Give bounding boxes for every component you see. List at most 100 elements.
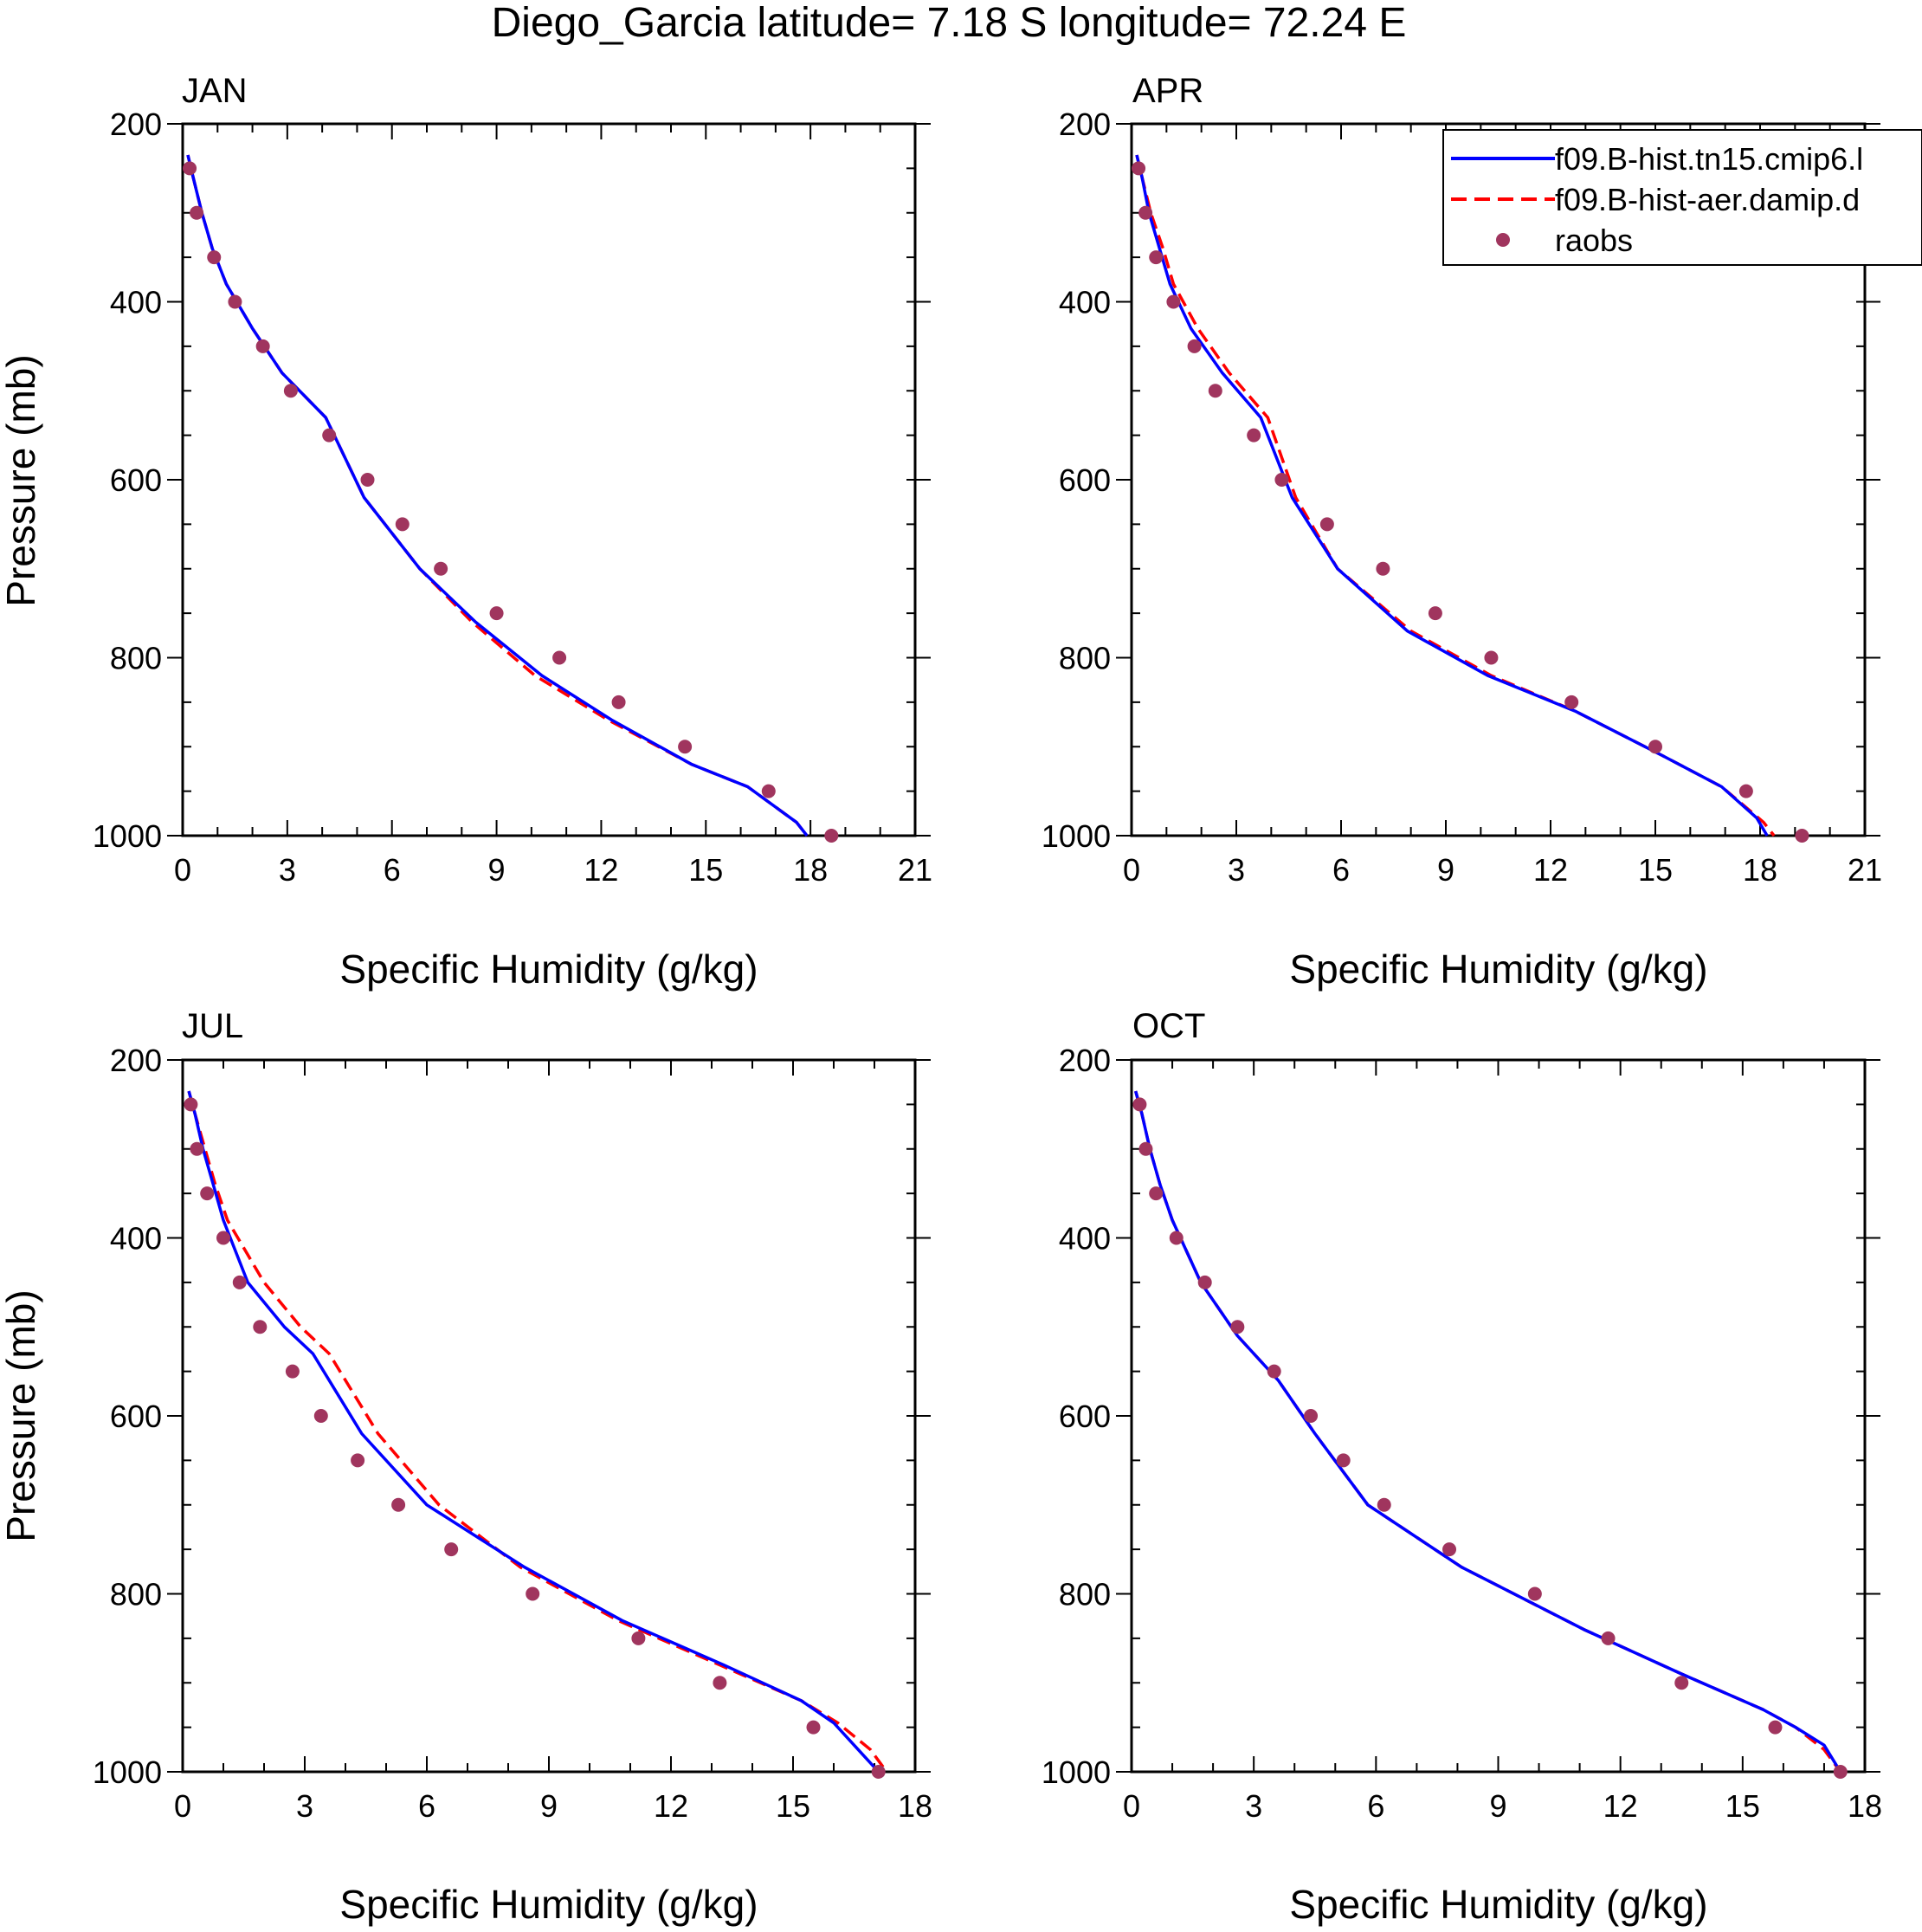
x-tick-label-oct: 15 — [1725, 1788, 1760, 1824]
raobs-point-jul — [631, 1631, 646, 1645]
raobs-point-apr — [1247, 428, 1261, 443]
raobs-point-jan — [322, 428, 337, 443]
raobs-point-jan — [489, 606, 504, 621]
raobs-point-jan — [190, 205, 204, 220]
raobs-point-jan — [255, 339, 270, 353]
raobs-point-jan — [552, 650, 567, 665]
raobs-point-jul — [253, 1320, 268, 1334]
y-tick-label-oct: 200 — [1059, 1043, 1111, 1078]
raobs-point-apr — [1208, 384, 1222, 398]
series-line-model-1-jan — [186, 154, 809, 837]
x-tick-label-apr: 0 — [1123, 852, 1140, 888]
raobs-point-apr — [1187, 339, 1202, 353]
raobs-point-apr — [1428, 606, 1442, 621]
y-tick-label-jul: 200 — [110, 1043, 162, 1078]
raobs-point-jan — [824, 829, 839, 843]
raobs-point-jul — [351, 1453, 365, 1468]
raobs-point-apr — [1166, 294, 1181, 309]
plot-frame-oct — [1130, 1058, 1867, 1774]
x-tick-label-apr: 3 — [1228, 852, 1245, 888]
x-tick-label-jul: 0 — [174, 1788, 191, 1824]
raobs-point-jan — [228, 294, 242, 309]
x-tick-label-jan: 0 — [174, 852, 191, 888]
x-tick-label-jul: 18 — [898, 1788, 932, 1824]
series-line-model-2-jul — [187, 1090, 888, 1774]
x-tick-label-jan: 21 — [898, 852, 932, 888]
panel-title-jan: JAN — [182, 72, 248, 110]
raobs-point-jan — [360, 473, 375, 487]
x-tick-label-oct: 6 — [1367, 1788, 1384, 1824]
x-axis-label-apr: Specific Humidity (g/kg) — [1289, 947, 1707, 992]
raobs-point-jan — [207, 250, 222, 265]
raobs-point-jan — [761, 784, 776, 798]
raobs-point-apr — [1319, 517, 1334, 532]
panel-jul: JUL 0 3 6 9 12 15 18 200 400 600 800 1000 Specific … — [0, 1007, 932, 1927]
raobs-point-oct — [1601, 1631, 1616, 1645]
raobs-point-oct — [1132, 1097, 1147, 1112]
legend-marker-raobs — [1496, 233, 1510, 247]
raobs-point-jul — [184, 1097, 198, 1112]
raobs-point-apr — [1564, 695, 1579, 709]
series-jan — [183, 154, 839, 843]
legend-label-model-1: f09.B-hist.tn15.cmip6.l — [1555, 141, 1863, 177]
raobs-point-oct — [1138, 1141, 1153, 1156]
raobs-point-jul — [444, 1542, 459, 1557]
series-line-model-1-oct — [1134, 1090, 1842, 1773]
panel-title-apr: APR — [1132, 72, 1203, 110]
ticks-apr: 0 3 6 9 12 15 18 21 200 400 600 800 1000 — [1042, 107, 1882, 888]
x-tick-label-jan: 12 — [584, 852, 618, 888]
raobs-point-jul — [200, 1186, 215, 1201]
x-tick-label-oct: 18 — [1848, 1788, 1882, 1824]
x-tick-label-apr: 9 — [1437, 852, 1454, 888]
raobs-point-jul — [526, 1586, 540, 1601]
x-tick-label-oct: 9 — [1489, 1788, 1506, 1824]
raobs-point-oct — [1169, 1231, 1184, 1245]
y-tick-label-apr: 400 — [1059, 285, 1111, 320]
y-tick-label-jul: 800 — [110, 1577, 162, 1612]
x-tick-label-jul: 15 — [776, 1788, 810, 1824]
raobs-point-oct — [1230, 1320, 1245, 1334]
raobs-point-apr — [1484, 650, 1499, 665]
ticks-jan: 0 3 6 9 12 15 18 21 200 400 600 800 1000 — [93, 107, 932, 888]
raobs-point-oct — [1768, 1720, 1783, 1735]
y-tick-label-apr: 800 — [1059, 641, 1111, 676]
x-axis-label-jan: Specific Humidity (g/kg) — [339, 947, 758, 992]
y-tick-label-jul: 1000 — [93, 1754, 162, 1790]
y-tick-label-apr: 1000 — [1042, 818, 1111, 854]
raobs-point-jan — [611, 695, 626, 709]
x-tick-label-jan: 3 — [279, 852, 296, 888]
x-tick-label-apr: 15 — [1638, 852, 1673, 888]
x-tick-label-apr: 18 — [1743, 852, 1777, 888]
raobs-point-oct — [1304, 1409, 1319, 1423]
series-line-model-1-jul — [187, 1090, 880, 1774]
series-oct — [1132, 1090, 1848, 1779]
x-tick-label-oct: 0 — [1123, 1788, 1140, 1824]
raobs-point-oct — [1674, 1676, 1689, 1690]
raobs-point-jul — [391, 1497, 406, 1512]
raobs-point-jan — [283, 384, 298, 398]
x-tick-label-apr: 21 — [1848, 852, 1882, 888]
figure-title: Diego_Garcia latitude= 7.18 S longitude=… — [492, 0, 1407, 46]
raobs-point-apr — [1376, 561, 1390, 576]
raobs-point-jul — [713, 1676, 727, 1690]
panel-apr: APR 0 3 6 9 12 15 18 21 200 400 600 800 1000 Specifi… — [1042, 72, 1882, 992]
raobs-point-oct — [1377, 1497, 1391, 1512]
x-tick-label-jul: 9 — [540, 1788, 558, 1824]
y-tick-label-oct: 800 — [1059, 1577, 1111, 1612]
x-tick-label-jan: 15 — [688, 852, 723, 888]
y-tick-label-jan: 400 — [110, 285, 162, 320]
legend: f09.B-hist.tn15.cmip6.l f09.B-hist-aer.d… — [1442, 129, 1922, 266]
raobs-point-oct — [1267, 1364, 1281, 1379]
y-tick-label-jan: 1000 — [93, 818, 162, 854]
axes-jul — [181, 1058, 917, 1774]
series-line-model-1-apr — [1135, 154, 1769, 837]
panel-jan: JAN 0 3 6 9 12 15 18 21 200 400 600 800 1000 Specifi… — [0, 72, 932, 992]
raobs-point-jul — [190, 1141, 204, 1156]
panel-title-oct: OCT — [1132, 1007, 1205, 1045]
y-tick-label-jul: 400 — [110, 1221, 162, 1257]
y-tick-label-jan: 600 — [110, 462, 162, 498]
x-tick-label-apr: 6 — [1332, 852, 1350, 888]
raobs-point-apr — [1795, 829, 1809, 843]
raobs-point-oct — [1442, 1542, 1457, 1557]
